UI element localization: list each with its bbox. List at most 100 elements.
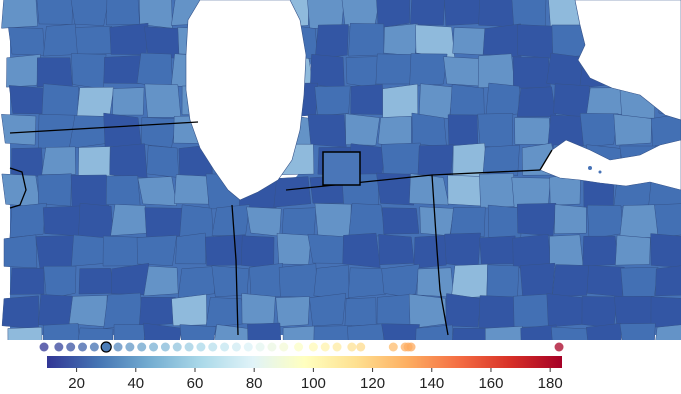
county[interactable] xyxy=(415,24,456,59)
county[interactable] xyxy=(240,235,275,269)
county[interactable] xyxy=(70,0,109,26)
county[interactable] xyxy=(347,267,387,298)
county[interactable] xyxy=(516,86,557,117)
county[interactable] xyxy=(278,263,318,299)
county[interactable] xyxy=(1,295,39,330)
county[interactable] xyxy=(342,232,381,269)
county[interactable] xyxy=(482,144,520,176)
county[interactable] xyxy=(35,235,75,269)
county[interactable] xyxy=(344,297,377,327)
county[interactable] xyxy=(619,323,656,340)
county[interactable] xyxy=(514,117,552,145)
county[interactable] xyxy=(477,53,516,88)
county[interactable] xyxy=(511,0,547,27)
county[interactable] xyxy=(141,117,177,148)
county[interactable] xyxy=(113,324,145,340)
county[interactable] xyxy=(1,114,37,146)
county[interactable] xyxy=(350,84,384,115)
county[interactable] xyxy=(247,322,282,340)
county[interactable] xyxy=(552,264,590,297)
county[interactable] xyxy=(478,0,516,28)
county[interactable] xyxy=(43,265,77,300)
county[interactable] xyxy=(241,293,276,326)
county[interactable] xyxy=(8,27,45,56)
county[interactable] xyxy=(105,175,141,206)
county[interactable] xyxy=(309,293,347,327)
county[interactable] xyxy=(112,87,145,116)
county[interactable] xyxy=(143,322,182,340)
county[interactable] xyxy=(212,324,251,340)
county[interactable] xyxy=(175,232,207,265)
county[interactable] xyxy=(376,172,414,206)
county[interactable] xyxy=(620,266,659,298)
county[interactable] xyxy=(313,325,353,340)
county[interactable] xyxy=(654,203,681,238)
county[interactable] xyxy=(204,234,246,266)
county[interactable] xyxy=(68,295,108,328)
county[interactable] xyxy=(144,207,183,239)
county[interactable] xyxy=(43,23,79,57)
county[interactable] xyxy=(444,0,481,26)
county[interactable] xyxy=(451,327,489,340)
county[interactable] xyxy=(9,202,47,238)
county[interactable] xyxy=(345,56,380,89)
county[interactable] xyxy=(78,202,114,239)
county[interactable] xyxy=(179,324,217,340)
county[interactable] xyxy=(171,294,207,327)
county[interactable] xyxy=(383,23,419,57)
county[interactable] xyxy=(307,233,344,264)
county[interactable] xyxy=(36,57,73,88)
county[interactable] xyxy=(409,173,450,206)
county[interactable] xyxy=(409,53,448,87)
county[interactable] xyxy=(582,235,619,267)
county[interactable] xyxy=(484,325,523,340)
county[interactable] xyxy=(614,296,653,327)
county[interactable] xyxy=(41,146,76,175)
county[interactable] xyxy=(102,235,143,267)
county[interactable] xyxy=(447,174,484,207)
county[interactable] xyxy=(314,203,352,240)
county[interactable] xyxy=(381,207,420,235)
county[interactable] xyxy=(447,114,479,147)
county[interactable] xyxy=(341,0,381,28)
county[interactable] xyxy=(78,146,115,179)
county[interactable] xyxy=(273,176,312,208)
county[interactable] xyxy=(449,84,485,116)
county[interactable] xyxy=(512,233,552,269)
county[interactable] xyxy=(444,232,481,269)
county[interactable] xyxy=(348,203,386,239)
county[interactable] xyxy=(75,26,115,55)
county[interactable] xyxy=(103,112,142,149)
county[interactable] xyxy=(307,114,347,148)
county[interactable] xyxy=(381,323,420,340)
county[interactable] xyxy=(106,0,140,26)
county[interactable] xyxy=(380,142,421,175)
county[interactable] xyxy=(443,56,483,87)
county[interactable] xyxy=(41,83,79,119)
county[interactable] xyxy=(551,326,589,340)
county[interactable] xyxy=(111,262,150,296)
county[interactable] xyxy=(375,53,412,85)
county[interactable] xyxy=(513,293,551,328)
county[interactable] xyxy=(520,324,557,340)
county[interactable] xyxy=(76,327,114,340)
county[interactable] xyxy=(579,113,619,148)
county[interactable] xyxy=(411,112,447,148)
county[interactable] xyxy=(177,266,217,299)
county[interactable] xyxy=(376,0,411,29)
county[interactable] xyxy=(479,235,516,265)
highlighted-county[interactable] xyxy=(322,151,361,186)
county[interactable] xyxy=(381,263,420,299)
county[interactable] xyxy=(143,265,179,297)
county[interactable] xyxy=(445,293,482,328)
county[interactable] xyxy=(249,262,283,297)
county[interactable] xyxy=(482,23,522,58)
county[interactable] xyxy=(516,202,557,237)
county[interactable] xyxy=(615,234,651,266)
county[interactable] xyxy=(553,83,591,119)
county[interactable] xyxy=(174,174,209,205)
county[interactable] xyxy=(275,296,310,327)
county[interactable] xyxy=(103,55,143,84)
county[interactable] xyxy=(136,235,177,266)
county[interactable] xyxy=(511,177,551,208)
